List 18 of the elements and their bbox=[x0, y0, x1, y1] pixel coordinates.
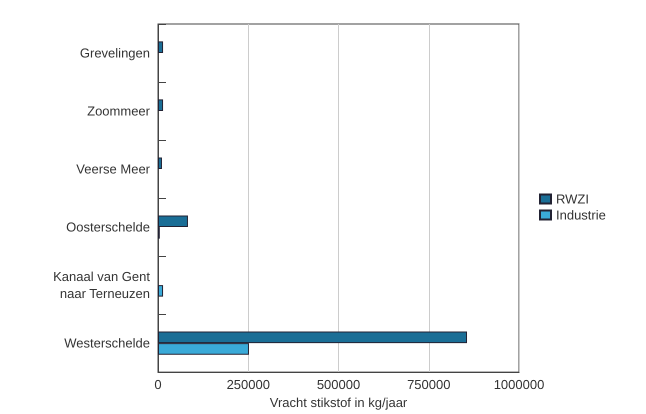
x-tick-label: 500000 bbox=[316, 377, 360, 392]
bar bbox=[158, 285, 164, 297]
bar bbox=[158, 99, 164, 112]
y-tick-label: Westerschelde bbox=[64, 336, 150, 351]
x-axis-title: Vracht stikstof in kg/jaar bbox=[270, 395, 408, 410]
y-tick-label: Veerse Meer bbox=[76, 162, 151, 177]
y-tick-label: Oosterschelde bbox=[66, 220, 150, 235]
y-tick-label: Grevelingen bbox=[80, 46, 150, 61]
legend-label: RWZI bbox=[556, 192, 589, 206]
bar bbox=[158, 41, 164, 54]
y-tick-label: Kanaal van Gent naar Terneuzen bbox=[53, 269, 150, 302]
x-tick-label: 750000 bbox=[407, 377, 450, 392]
legend-label: Industrie bbox=[556, 208, 606, 222]
x-tick-label: 1000000 bbox=[494, 377, 544, 392]
x-tick-label: 250000 bbox=[226, 377, 270, 392]
x-tick-label: 0 bbox=[154, 377, 162, 392]
y-tick-label: Zoommeer bbox=[87, 104, 151, 119]
bar bbox=[158, 157, 162, 170]
